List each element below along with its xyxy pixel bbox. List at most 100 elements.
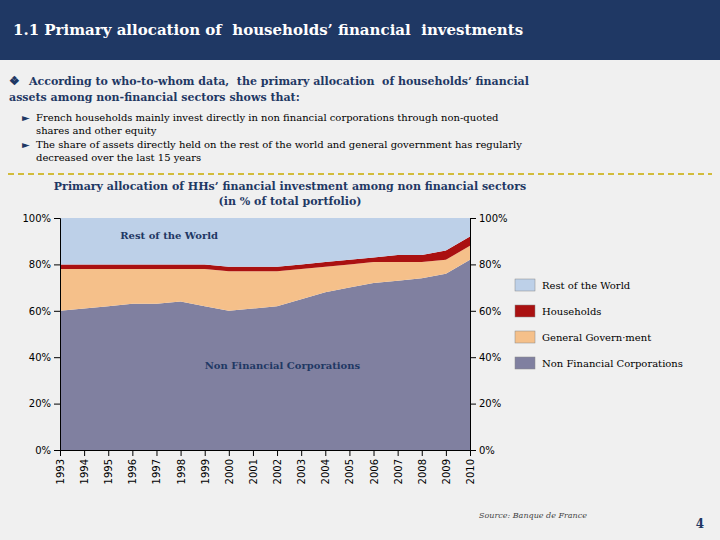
page-number: 4 — [696, 517, 704, 531]
tick: 20% — [29, 398, 60, 409]
plot-background — [60, 218, 470, 450]
tick: 20% — [470, 398, 501, 409]
tick-label: 100% — [22, 213, 51, 224]
tick: 40% — [470, 352, 501, 363]
tick: 2005 — [344, 450, 355, 484]
legend-swatch — [515, 305, 535, 317]
tick-label: 1994 — [79, 459, 90, 484]
tick-label: 80% — [29, 259, 51, 270]
tick-mark — [349, 450, 350, 456]
tick-mark — [374, 450, 375, 456]
slide-title: 1.1 Primary allocation of households’ fi… — [13, 21, 523, 39]
bullet-text: shares and other equity — [36, 125, 157, 136]
tick-label: 60% — [479, 306, 501, 317]
tick-mark — [54, 404, 60, 405]
tick-label: 0% — [35, 445, 51, 456]
tick-label: 2005 — [344, 459, 355, 484]
tick: 2001 — [248, 450, 259, 484]
legend-label: Non Financial Corporations — [542, 358, 683, 369]
tick-label: 1999 — [200, 459, 211, 484]
tick: 1996 — [127, 450, 138, 484]
legend-label: Households — [542, 306, 601, 317]
tick-label: 0% — [479, 445, 495, 456]
tick-mark — [470, 404, 476, 405]
tick-label: 2008 — [417, 459, 428, 484]
tick-label: 100% — [479, 213, 508, 224]
tick-label: 40% — [29, 352, 51, 363]
tick-label: 2006 — [369, 459, 380, 484]
chart-subtitle: (in % of total portfolio) — [219, 195, 362, 208]
tick-mark — [446, 450, 447, 456]
tick-mark — [325, 450, 326, 456]
legend-swatch — [515, 331, 535, 343]
area — [60, 218, 470, 267]
legend-swatch — [515, 279, 535, 291]
tick-label: 2009 — [441, 459, 452, 484]
tick-mark — [229, 450, 230, 456]
tick: 60% — [29, 306, 60, 317]
tick-mark — [470, 450, 476, 451]
tick: 2007 — [393, 450, 404, 484]
tick-mark — [470, 218, 476, 219]
tick-mark — [54, 311, 60, 312]
tick: 0% — [35, 445, 60, 456]
tick: 2006 — [369, 450, 380, 484]
tick: 2000 — [224, 450, 235, 484]
bullet-symbol: ► — [22, 139, 30, 150]
tick-label: 40% — [479, 352, 501, 363]
legend-item: Rest of the World — [515, 279, 631, 291]
tick-mark — [54, 357, 60, 358]
tick: 1999 — [200, 450, 211, 484]
slide: 1.1 Primary allocation of households’ fi… — [0, 0, 720, 540]
bullet-text: French households mainly invest directly… — [36, 112, 499, 123]
tick-label: 2003 — [296, 459, 307, 484]
source: Source: Banque de France — [479, 511, 587, 520]
tick: 2002 — [272, 450, 283, 484]
tick: 2003 — [296, 450, 307, 484]
tick-label: 1996 — [127, 459, 138, 484]
bullet-text: The share of assets directly held on the… — [36, 139, 522, 150]
tick-label: 2001 — [248, 459, 259, 484]
plot-area — [60, 218, 470, 450]
chart-title: Primary allocation of HHs’ financial inv… — [54, 180, 526, 193]
bullet-text: decreased over the last 15 years — [36, 152, 201, 163]
axis-line — [61, 451, 471, 457]
tick: 1993 — [55, 450, 66, 484]
tick-label: 2004 — [320, 459, 331, 484]
annotation: Non Financial Corporations — [205, 360, 361, 371]
tick: 2010 — [465, 450, 476, 484]
tick: 1998 — [176, 450, 187, 484]
axis-line — [471, 219, 477, 451]
tick-label: 20% — [29, 398, 51, 409]
tick-mark — [156, 450, 157, 456]
tick-mark — [54, 264, 60, 265]
tick-label: 1998 — [176, 459, 187, 484]
legend-item: General Govern·ment — [515, 331, 651, 343]
tick: 2009 — [441, 450, 452, 484]
tick-label: 20% — [479, 398, 501, 409]
tick: 0% — [470, 445, 495, 456]
axis: 0%20%40%60%80%100% — [470, 213, 508, 456]
tick-label: 1993 — [55, 459, 66, 484]
legend-label: Rest of the World — [542, 280, 631, 291]
tick-mark — [277, 450, 278, 456]
tick: 1995 — [103, 450, 114, 484]
tick-mark — [108, 450, 109, 456]
tick: 100% — [470, 213, 508, 224]
tick-mark — [253, 450, 254, 456]
tick-label: 2002 — [272, 459, 283, 484]
tick: 60% — [470, 306, 501, 317]
tick-mark — [301, 450, 302, 456]
tick-label: 2007 — [393, 459, 404, 484]
tick-mark — [132, 450, 133, 456]
legend-label: General Govern·ment — [542, 332, 651, 343]
tick: 80% — [29, 259, 60, 270]
tick-mark — [398, 450, 399, 456]
tick: 2008 — [417, 450, 428, 484]
tick-mark — [54, 218, 60, 219]
bullet-symbol: ❖ — [9, 74, 20, 88]
bullet-text: According to who-to-whom data, the prima… — [28, 75, 529, 88]
tick: 100% — [22, 213, 60, 224]
tick: 40% — [29, 352, 60, 363]
tick-mark — [470, 357, 476, 358]
